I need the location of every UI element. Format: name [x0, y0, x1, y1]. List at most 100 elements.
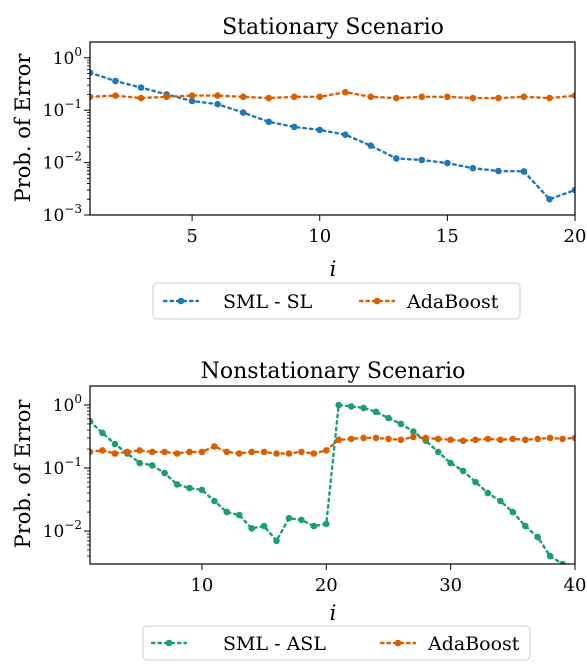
- data-point: [265, 118, 273, 126]
- x-tick-label: 15: [436, 226, 459, 247]
- data-point: [335, 401, 343, 409]
- data-point: [546, 434, 554, 442]
- data-point: [397, 436, 405, 444]
- data-point: [223, 448, 231, 456]
- data-point: [298, 448, 305, 456]
- data-point: [434, 435, 442, 443]
- legend-item: SML - SL: [162, 291, 313, 313]
- plot-frame: [89, 41, 576, 216]
- data-point: [484, 435, 492, 443]
- chart-panel-2: Nonstationary Scenario 10 20 30 40 100 10−1 10−…: [11, 359, 587, 661]
- data-point: [546, 94, 553, 102]
- data-point: [111, 450, 119, 457]
- data-point: [347, 403, 355, 410]
- data-point: [273, 537, 280, 545]
- data-point: [444, 93, 451, 101]
- legend-item: AdaBoost: [358, 291, 499, 313]
- data-point: [571, 434, 575, 442]
- data-point: [285, 450, 293, 457]
- data-point: [112, 92, 119, 99]
- data-point: [546, 552, 554, 560]
- data-point: [495, 167, 502, 175]
- data-point: [316, 93, 324, 101]
- data-point: [509, 508, 517, 516]
- data-point: [223, 508, 231, 516]
- series-line: [90, 90, 575, 100]
- series-sml-sl: [90, 69, 575, 203]
- data-point: [367, 93, 375, 101]
- data-point: [235, 511, 243, 519]
- data-point: [335, 436, 343, 444]
- data-point: [571, 92, 575, 99]
- data-point: [99, 447, 106, 454]
- data-point: [393, 94, 400, 102]
- plot-frame: [89, 385, 576, 565]
- data-point: [214, 100, 221, 108]
- y-axis-label: Prob. of Error: [11, 399, 35, 549]
- data-point: [186, 484, 193, 492]
- data-point: [161, 448, 168, 456]
- data-point: [520, 168, 528, 175]
- data-point: [136, 447, 143, 454]
- legend-box: [152, 282, 521, 320]
- series-line: [90, 403, 566, 564]
- data-point: [534, 435, 541, 443]
- data-point: [290, 123, 298, 131]
- data-point: [188, 97, 196, 105]
- series-sml-asl: [90, 401, 566, 564]
- data-point: [90, 418, 94, 425]
- data-point: [310, 522, 318, 530]
- data-point: [163, 93, 170, 101]
- y-axis-label: Prob. of Error: [11, 53, 35, 203]
- data-point: [211, 497, 218, 505]
- x-tick-label: 40: [564, 575, 587, 596]
- data-point: [186, 448, 193, 456]
- data-point: [459, 437, 467, 445]
- data-point: [397, 420, 405, 428]
- data-point: [472, 436, 479, 444]
- data-point: [112, 77, 119, 85]
- data-point: [418, 93, 426, 101]
- data-point: [198, 448, 206, 456]
- data-point: [173, 481, 181, 488]
- x-tick-label: 30: [439, 575, 462, 596]
- data-point: [99, 429, 106, 437]
- data-point: [418, 156, 426, 164]
- x-tick-label: 20: [315, 575, 338, 596]
- data-point: [372, 434, 380, 442]
- data-point: [260, 448, 268, 456]
- legend-label: SML - ASL: [223, 633, 326, 655]
- data-point: [559, 560, 566, 564]
- data-point: [347, 435, 355, 443]
- data-point: [469, 164, 477, 172]
- chart-panel-1: Stationary Scenario 5 10 15 20 100 10−1 10−2 10−…: [11, 15, 586, 320]
- data-point: [509, 435, 517, 443]
- legend-marker: [177, 297, 185, 305]
- data-point: [372, 408, 380, 416]
- data-point: [148, 448, 156, 456]
- data-point: [316, 126, 324, 134]
- data-point: [265, 94, 273, 102]
- data-point: [239, 109, 247, 116]
- data-point: [90, 448, 94, 456]
- data-point: [90, 93, 94, 101]
- legend-item: SML - ASL: [150, 633, 326, 655]
- legend-marker: [373, 297, 381, 305]
- data-point: [137, 84, 145, 91]
- data-point: [447, 459, 454, 467]
- data-point: [260, 522, 268, 530]
- legend-marker: [165, 639, 173, 647]
- data-point: [290, 93, 298, 101]
- y-tick-label: 10−1: [43, 97, 82, 121]
- series-line: [90, 71, 575, 201]
- y-tick-label: 10−3: [43, 202, 82, 226]
- chart-title: Stationary Scenario: [222, 15, 444, 40]
- data-point: [211, 443, 218, 450]
- data-point: [534, 533, 541, 541]
- chart-title: Nonstationary Scenario: [201, 359, 466, 384]
- data-point: [188, 92, 196, 99]
- data-point: [410, 433, 417, 441]
- legend-marker: [394, 639, 402, 647]
- x-axis-label: i: [330, 601, 337, 625]
